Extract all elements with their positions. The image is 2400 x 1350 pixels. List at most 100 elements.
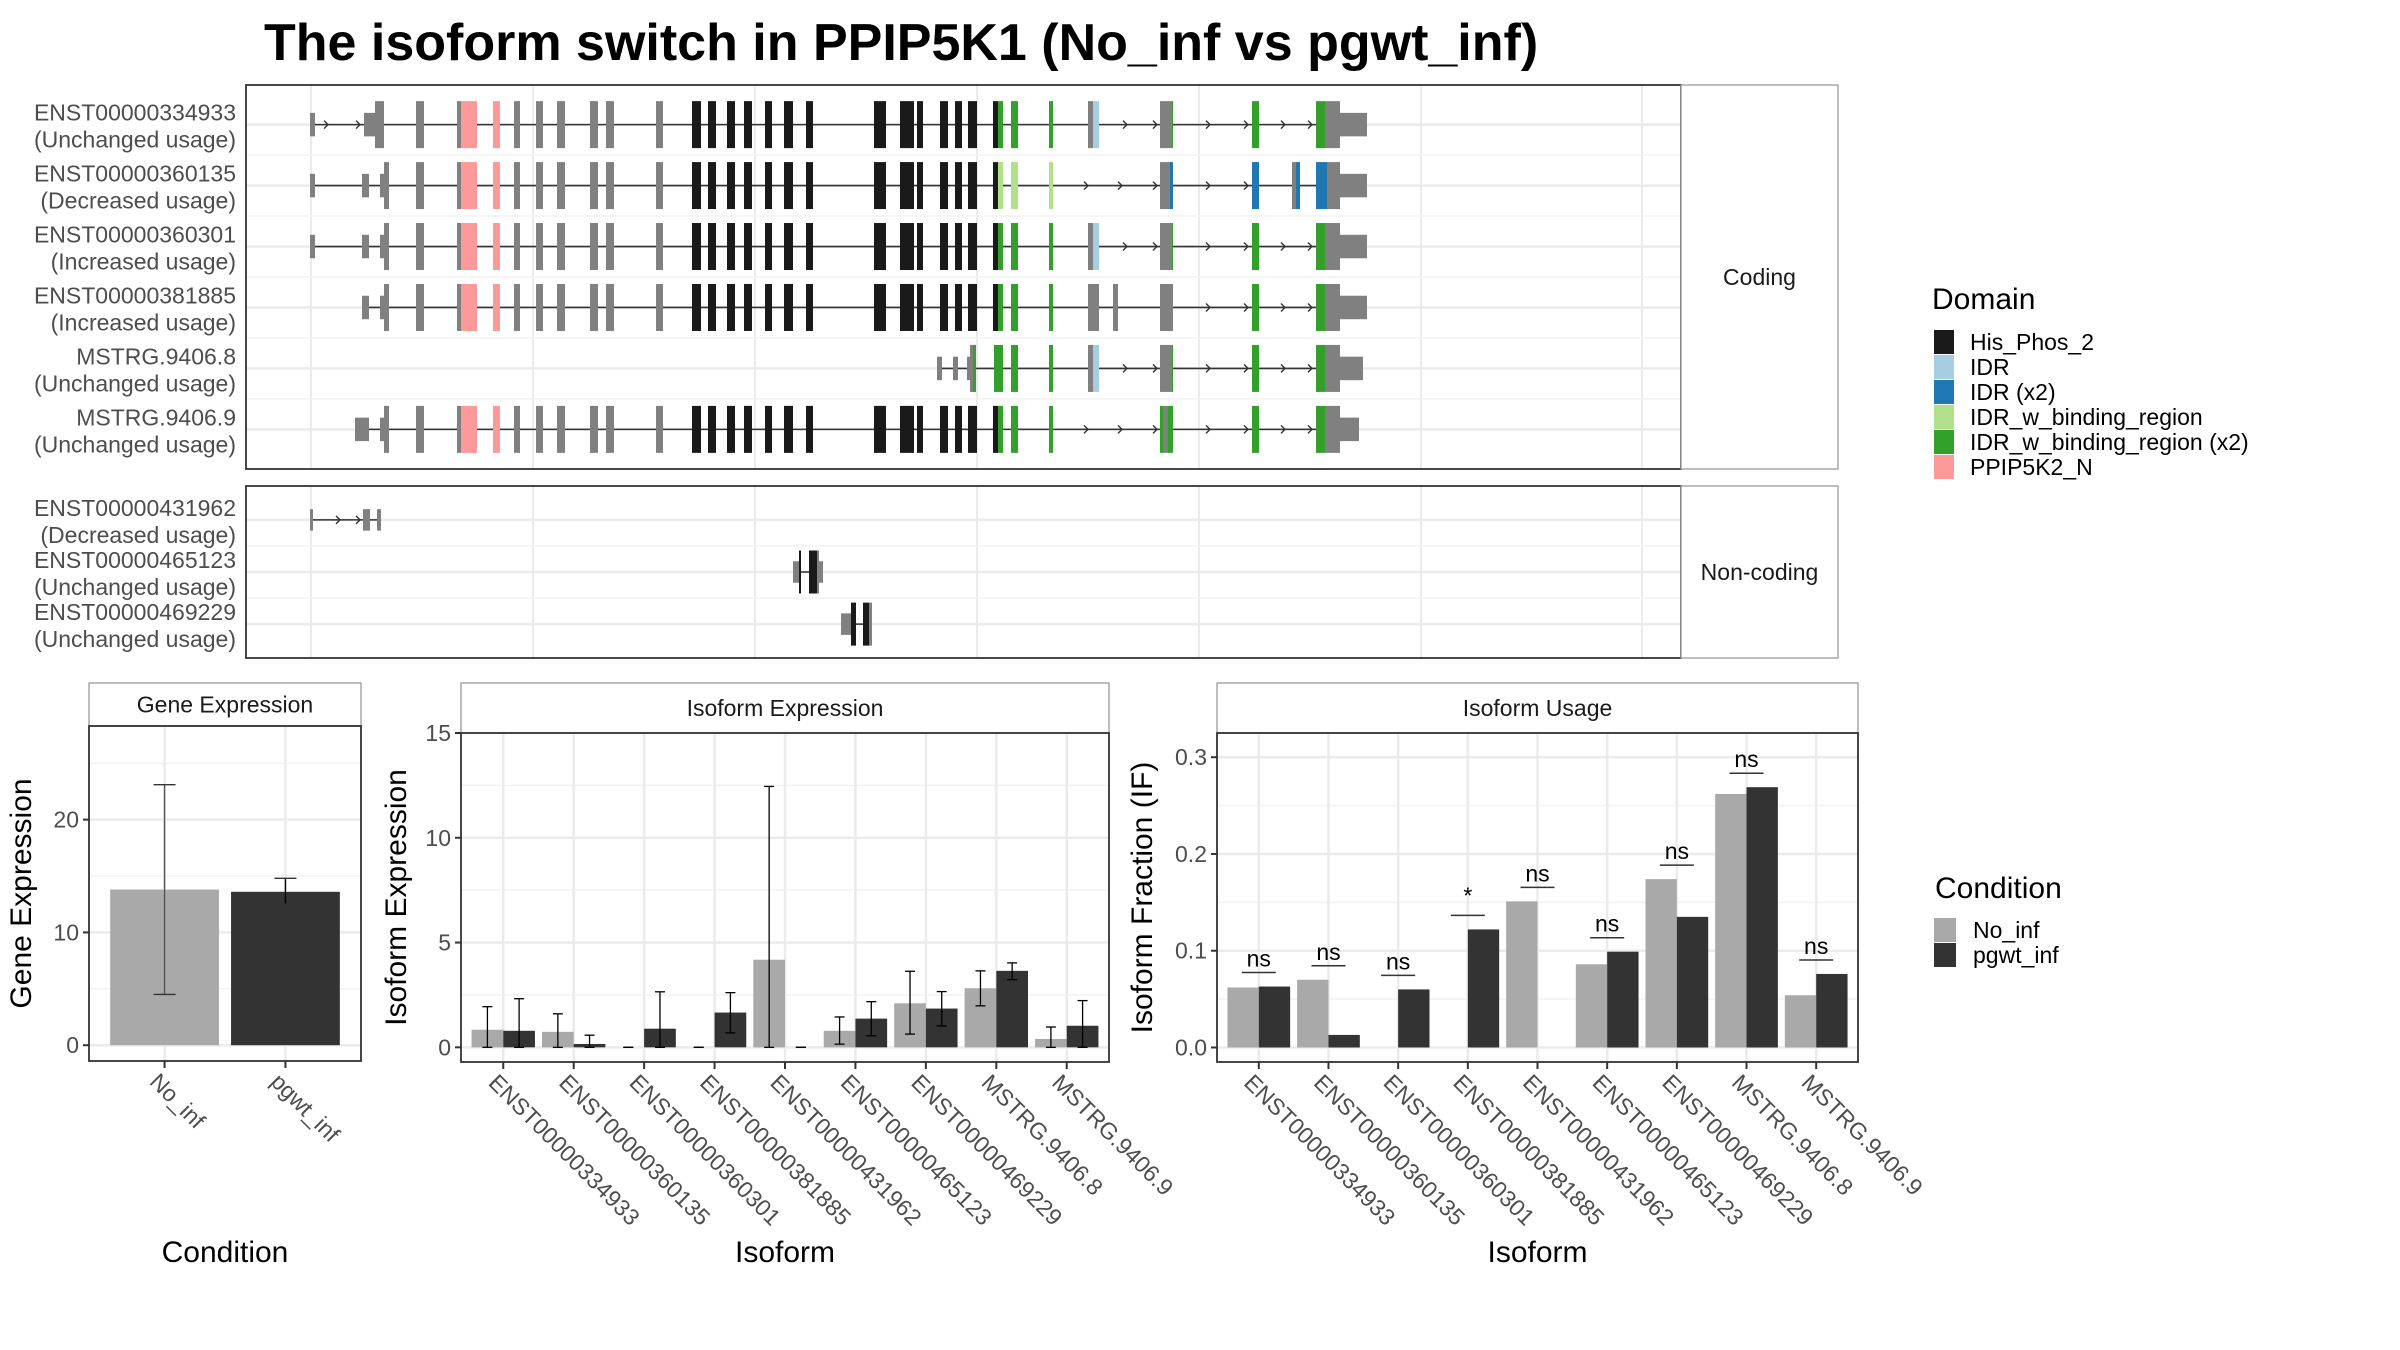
strand-arrow xyxy=(355,515,361,525)
legend-label: IDR_w_binding_region xyxy=(1970,404,2203,430)
exon-utr xyxy=(1160,283,1173,331)
y-axis-title: Isoform Expression xyxy=(380,769,413,1026)
significance-label: ns xyxy=(1247,946,1271,972)
strand-arrow xyxy=(1243,242,1249,252)
strand-arrow xyxy=(1205,363,1211,373)
exon-domain xyxy=(968,223,977,271)
exon-utr xyxy=(1160,162,1172,210)
exon-domain xyxy=(1011,344,1018,392)
figure-title: The isoform switch in PPIP5K1 (No_inf vs… xyxy=(264,14,1538,72)
y-tick-label: 0 xyxy=(66,1032,79,1058)
exon-domain xyxy=(493,283,500,331)
exon-domain xyxy=(900,405,914,453)
legend-swatch xyxy=(1934,455,1954,479)
chart-title: Isoform Expression xyxy=(687,695,884,721)
exon-utr xyxy=(590,101,598,149)
transcript-model xyxy=(310,101,1367,149)
exon-domain xyxy=(799,550,801,594)
exon-domain xyxy=(917,162,923,210)
exon-utr xyxy=(536,405,543,453)
legend-swatch xyxy=(1934,918,1956,942)
exon-domain xyxy=(1093,223,1099,271)
exon-domain xyxy=(900,101,914,149)
legend-swatch xyxy=(1934,405,1954,429)
exon-domain xyxy=(806,162,813,210)
strand-arrow xyxy=(1307,424,1313,434)
exon-domain xyxy=(955,283,962,331)
exon-domain xyxy=(863,602,869,646)
exon-utr xyxy=(557,283,565,331)
exon-domain xyxy=(900,162,914,210)
exon-utr xyxy=(590,162,598,210)
exon-utr xyxy=(1327,162,1340,210)
exon-utr xyxy=(514,283,520,331)
legend-swatch xyxy=(1934,430,1954,454)
transcript-label: ENST00000431962 xyxy=(34,495,236,521)
exon-domain xyxy=(968,162,977,210)
bar-no-inf xyxy=(1784,995,1817,1048)
exon-domain xyxy=(493,101,500,149)
exon-domain xyxy=(955,223,962,271)
exon-utr xyxy=(1088,344,1093,392)
exon-utr xyxy=(457,101,461,149)
strand-arrow xyxy=(1243,181,1249,191)
exon-domain xyxy=(1168,405,1173,453)
exon-utr xyxy=(606,101,614,149)
exon-utr xyxy=(953,356,958,381)
exon-domain xyxy=(1049,223,1053,271)
bar-no-inf xyxy=(1227,987,1259,1048)
legend-label: IDR_w_binding_region (x2) xyxy=(1970,429,2249,455)
exon-domain xyxy=(874,101,886,149)
strand-arrow xyxy=(1152,242,1158,252)
exon-utr xyxy=(380,295,384,320)
exon-domain xyxy=(461,223,477,271)
exon-utr xyxy=(590,405,598,453)
facet-strip xyxy=(1680,84,1839,470)
exon-domain xyxy=(784,405,793,453)
facet-strip xyxy=(1680,485,1839,659)
legend-swatch xyxy=(1934,330,1954,354)
exon-domain xyxy=(973,344,976,392)
exon-domain xyxy=(744,283,752,331)
exon-utr xyxy=(1160,223,1172,271)
exon-domain xyxy=(1049,283,1053,331)
exon-domain xyxy=(1316,405,1325,453)
exon-utr xyxy=(1160,344,1172,392)
y-tick-label: 5 xyxy=(438,930,451,956)
exon-utr xyxy=(557,405,565,453)
strand-arrow xyxy=(1243,302,1249,312)
exon-domain xyxy=(744,405,752,453)
strand-arrow xyxy=(335,515,341,525)
transcript-usage-label: (Increased usage) xyxy=(51,249,236,275)
exon-domain xyxy=(1170,162,1173,210)
exon-utr xyxy=(1325,344,1340,392)
transcript-usage-label: (Unchanged usage) xyxy=(34,127,236,153)
exon-domain xyxy=(692,283,701,331)
exon-utr xyxy=(606,283,614,331)
legend-label: No_inf xyxy=(1973,917,2040,943)
transcript-usage-label: (Decreased usage) xyxy=(40,522,236,548)
exon-domain xyxy=(765,101,772,149)
exon-utr xyxy=(1160,101,1172,149)
exon-utr xyxy=(355,417,369,442)
exon-utr xyxy=(363,509,370,531)
exon-domain xyxy=(874,405,886,453)
exon-domain xyxy=(1093,101,1099,149)
bar-pgwt-inf xyxy=(996,970,1028,1048)
exon-domain xyxy=(765,223,772,271)
bar-pgwt-inf xyxy=(1746,787,1778,1048)
exon-domain xyxy=(727,283,735,331)
transcript-model xyxy=(355,405,1359,453)
strand-arrow xyxy=(1122,242,1128,252)
exon-domain xyxy=(1160,405,1163,453)
legend-label: IDR xyxy=(1970,354,2010,380)
exon-utr xyxy=(536,101,543,149)
chart-strip xyxy=(1216,682,1859,734)
exon-domain xyxy=(955,405,962,453)
exon-domain xyxy=(968,405,977,453)
exon-domain xyxy=(1172,223,1173,271)
exon-utr xyxy=(362,173,369,198)
exon-utr xyxy=(656,162,663,210)
significance-label: ns xyxy=(1316,939,1340,965)
